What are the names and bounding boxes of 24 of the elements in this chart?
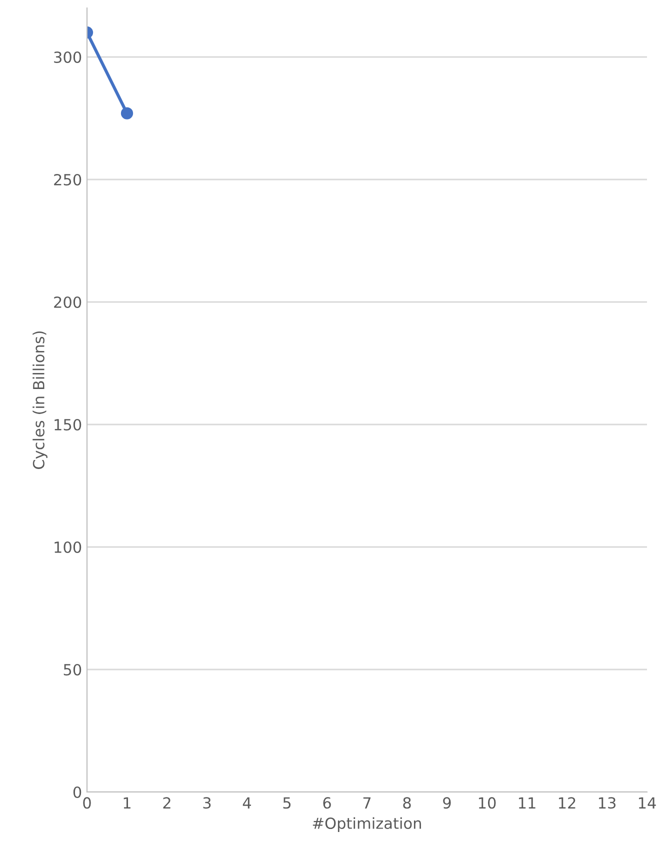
y-tick-label: 100	[54, 541, 82, 554]
x-tick-label: 4	[242, 797, 252, 808]
y-tick-label: 200	[54, 296, 82, 308]
x-tick-label: 0	[83, 797, 91, 809]
x-tick-label: 2	[163, 797, 170, 808]
x-tick-label: 13	[598, 797, 616, 809]
y-tick-label: 250	[54, 174, 82, 186]
x-tick-label: 11	[518, 797, 536, 808]
x-tick-label: 5	[283, 797, 291, 809]
y-tick-label: 300	[54, 51, 82, 64]
x-tick-label: 7	[363, 797, 371, 808]
x-tick-label: 8	[403, 797, 411, 809]
x-axis-title: #Optimization	[312, 817, 421, 832]
x-tick-label: 3	[203, 797, 211, 809]
y-tick-label: 0	[73, 786, 82, 798]
x-tick-label: 9	[443, 797, 451, 809]
x-tick-label: 14	[638, 797, 656, 808]
x-tick-label: 10	[478, 797, 496, 809]
y-axis-title: Cycles (in Billions)	[32, 331, 48, 470]
y-tick-label: 50	[64, 664, 82, 676]
x-tick-label: 12	[558, 797, 576, 808]
x-tick-label: 1	[124, 797, 130, 808]
y-tick-label: 150	[54, 418, 82, 431]
x-tick-label: 6	[323, 797, 331, 809]
